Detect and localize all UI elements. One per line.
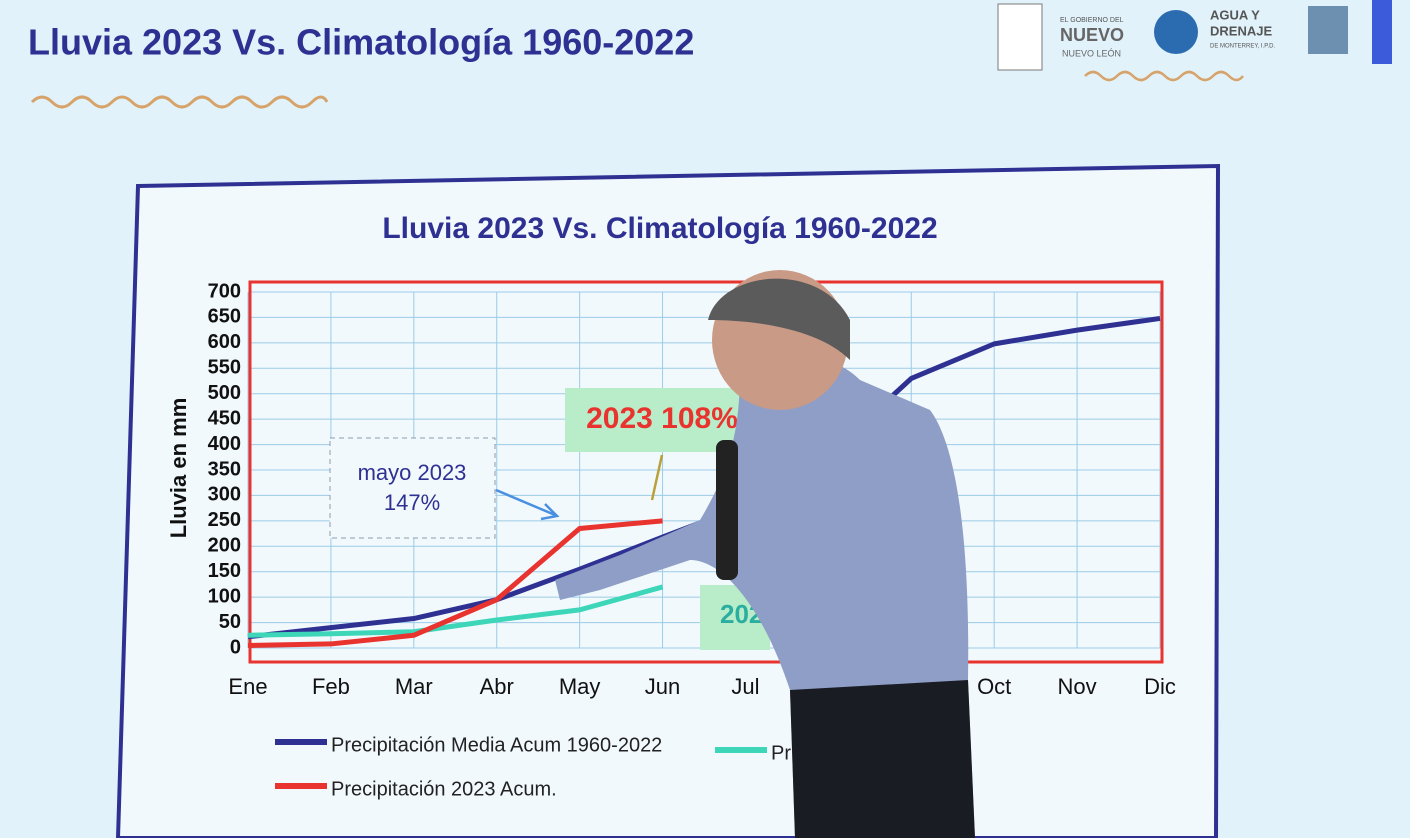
x-tick-label: Jul xyxy=(731,674,759,699)
chart: Lluvia 2023 Vs. Climatología 1960-2022 L… xyxy=(166,212,1176,800)
logo-text: DE MONTERREY, I.P.D. xyxy=(1210,44,1275,50)
series-line xyxy=(247,584,664,638)
x-tick-label: Ene xyxy=(228,674,267,699)
logo-circle xyxy=(1154,10,1198,54)
logo-text: NUEVO LEÓN xyxy=(1062,48,1121,58)
y-tick-label: 250 xyxy=(208,509,241,531)
plot-border xyxy=(248,280,1164,664)
logo-text: DRENAJE xyxy=(1210,23,1272,38)
y-tick-label: 450 xyxy=(208,407,241,429)
y-tick-label: 600 xyxy=(208,331,241,353)
x-tick-label: Feb xyxy=(312,674,350,699)
x-tick-label: Nov xyxy=(1058,674,1097,699)
y-tick-label: 50 xyxy=(219,611,241,633)
x-tick-label: May xyxy=(559,674,601,699)
y-tick-label: 350 xyxy=(208,458,241,480)
annotation-box xyxy=(329,437,496,539)
y-tick-label: 700 xyxy=(208,280,241,302)
y-tick-label: 550 xyxy=(208,357,241,379)
logo-box xyxy=(1308,6,1348,54)
y-tick-label: 400 xyxy=(208,433,241,455)
y-tick-label: 500 xyxy=(208,382,241,404)
y-axis-label: Lluvia en mm xyxy=(166,398,191,539)
annotation: 147% xyxy=(384,490,440,515)
presenter-hair xyxy=(708,278,850,360)
series-line xyxy=(247,518,663,648)
x-tick-label: Abr xyxy=(480,674,514,699)
decor-wave xyxy=(1084,70,1244,82)
annotation: mayo 2023 xyxy=(358,460,467,485)
legend-label: Precipitación Media Acum 1960-2022 xyxy=(331,734,662,756)
presenter xyxy=(555,270,975,838)
y-tick-label: 200 xyxy=(208,535,241,557)
annotation-arrow xyxy=(495,488,560,521)
logo-flag xyxy=(1372,0,1392,64)
slide-frame xyxy=(115,163,1221,838)
logo-text: EL GOBIERNO DEL xyxy=(1060,17,1124,24)
y-tick-label: 0 xyxy=(230,636,241,658)
microphone xyxy=(716,440,738,580)
y-tick-label: 300 xyxy=(208,484,241,506)
x-tick-label: Oct xyxy=(977,674,1011,699)
x-tick-label: Dic xyxy=(1144,674,1176,699)
legend-label: Precipitación 2023 Acum. xyxy=(331,778,557,800)
chart-title: Lluvia 2023 Vs. Climatología 1960-2022 xyxy=(382,212,937,245)
y-tick-label: 150 xyxy=(208,560,241,582)
logo-text: AGUA Y xyxy=(1210,7,1260,22)
presenter-trousers xyxy=(790,680,975,838)
annotation-arrow xyxy=(650,454,664,501)
annotation: 2023 108% xyxy=(586,402,738,435)
x-tick-label: Mar xyxy=(395,674,433,699)
y-tick-label: 650 xyxy=(208,306,241,328)
logo-text: NUEVO xyxy=(1060,25,1124,45)
page-title: Lluvia 2023 Vs. Climatología 1960-2022 xyxy=(28,22,694,63)
x-tick-label: Jun xyxy=(645,674,680,699)
decor-wave xyxy=(30,95,329,109)
legend-label: Pr xyxy=(771,742,791,764)
y-tick-label: 100 xyxy=(208,585,241,607)
logo-shield xyxy=(997,3,1043,71)
